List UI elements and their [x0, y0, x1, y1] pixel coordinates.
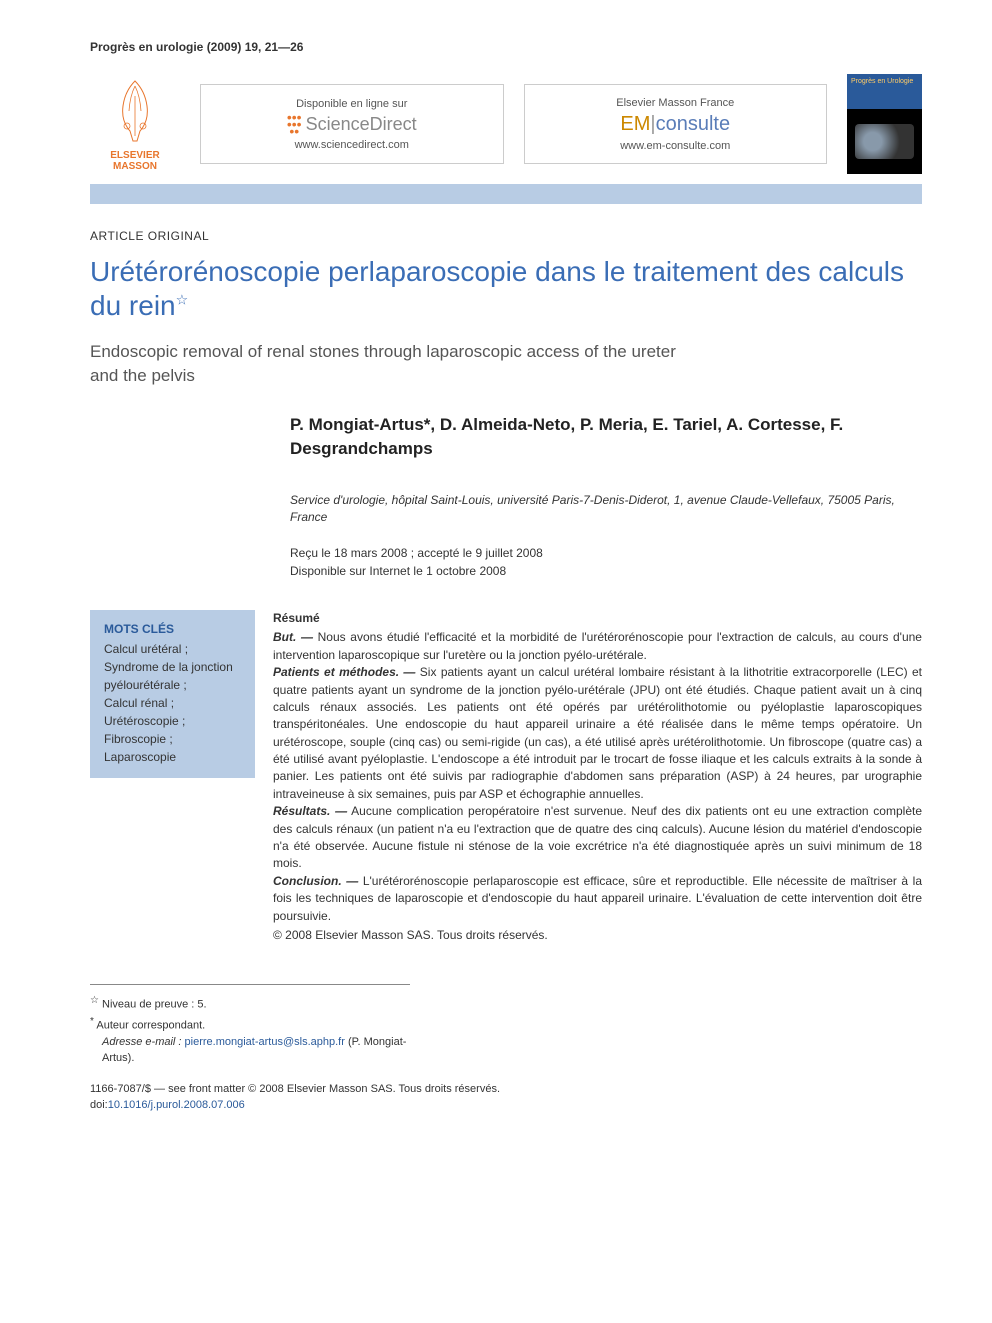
- sciencedirect-box: Disponible en ligne sur •••••••• Science…: [200, 84, 504, 164]
- email-label: Adresse e-mail :: [102, 1036, 181, 1048]
- sciencedirect-dots-icon: ••••••••: [287, 114, 302, 135]
- article-type: ARTICLE ORIGINAL: [90, 229, 922, 243]
- emconsulte-url[interactable]: www.em-consulte.com: [545, 140, 807, 152]
- abstract-patients: Patients et méthodes. — Six patients aya…: [273, 664, 922, 803]
- authors-list: P. Mongiat-Artus*, D. Almeida-Neto, P. M…: [290, 413, 922, 461]
- doi-link[interactable]: 10.1016/j.purol.2008.07.006: [108, 1099, 245, 1111]
- emconsulte-logo: EM|consulte: [545, 113, 807, 136]
- doi-line: doi:10.1016/j.purol.2008.07.006: [90, 1097, 922, 1114]
- consulte-text: consulte: [656, 113, 731, 135]
- journal-cover-title: Progrès en Urologie: [851, 78, 913, 86]
- keywords-list: Calcul urétéral ; Syndrome de la jonctio…: [104, 640, 241, 766]
- journal-cover-image: [855, 124, 914, 159]
- but-label: But. —: [273, 630, 313, 644]
- footnote-proof-level: ☆ Niveau de preuve : 5.: [90, 993, 410, 1013]
- patients-label: Patients et méthodes. —: [273, 665, 415, 679]
- footnote-corresponding-author: * Auteur correspondant.: [90, 1014, 410, 1034]
- abstract-copyright: © 2008 Elsevier Masson SAS. Tous droits …: [273, 927, 922, 944]
- abstract-heading: Résumé: [273, 610, 922, 627]
- patients-text: Six patients ayant un calcul urétéral lo…: [273, 665, 922, 801]
- affiliation: Service d'urologie, hôpital Saint-Louis,…: [290, 492, 922, 526]
- footnotes: ☆ Niveau de preuve : 5. * Auteur corresp…: [90, 984, 410, 1066]
- sciencedirect-logo: •••••••• ScienceDirect: [221, 114, 483, 135]
- emconsulte-box: Elsevier Masson France EM|consulte www.e…: [524, 84, 828, 164]
- abstract-but: But. — Nous avons étudié l'efficacité et…: [273, 629, 922, 664]
- keywords-heading: MOTS CLÉS: [104, 622, 241, 636]
- emconsulte-label: Elsevier Masson France: [545, 97, 807, 109]
- corresponding-email[interactable]: pierre.mongiat-artus@sls.aphp.fr: [185, 1036, 345, 1048]
- conclusion-label: Conclusion. —: [273, 874, 358, 888]
- article-dates: Reçu le 18 mars 2008 ; accepté le 9 juil…: [290, 544, 922, 580]
- abstract: Résumé But. — Nous avons étudié l'effica…: [273, 610, 922, 944]
- elsevier-name: ELSEVIER MASSON: [90, 150, 180, 172]
- doi-label: doi:: [90, 1099, 108, 1111]
- elsevier-tree-icon: [105, 76, 165, 146]
- abstract-conclusion: Conclusion. — L'urétérorénoscopie perlap…: [273, 873, 922, 925]
- resultats-label: Résultats. —: [273, 804, 347, 818]
- received-accepted-date: Reçu le 18 mars 2008 ; accepté le 9 juil…: [290, 544, 922, 562]
- article-title-french: Urétérorénoscopie perlaparoscopie dans l…: [90, 255, 922, 322]
- journal-reference: Progrès en urologie (2009) 19, 21—26: [90, 40, 922, 54]
- sciencedirect-name: ScienceDirect: [306, 114, 417, 135]
- conclusion-text: L'urétérorénoscopie perlaparoscopie est …: [273, 874, 922, 923]
- but-text: Nous avons étudié l'efficacité et la mor…: [273, 630, 922, 661]
- title-footnote-star: ☆: [176, 291, 189, 307]
- title-fr-text: Urétérorénoscopie perlaparoscopie dans l…: [90, 256, 904, 321]
- em-text: EM: [620, 113, 650, 135]
- header-divider-bar: [90, 184, 922, 204]
- footer-meta: 1166-7087/$ — see front matter © 2008 El…: [90, 1081, 922, 1114]
- content-row: MOTS CLÉS Calcul urétéral ; Syndrome de …: [90, 610, 922, 944]
- sciencedirect-url[interactable]: www.sciencedirect.com: [221, 139, 483, 151]
- elsevier-logo: ELSEVIER MASSON: [90, 76, 180, 172]
- online-date: Disponible sur Internet le 1 octobre 200…: [290, 562, 922, 580]
- journal-cover: Progrès en Urologie: [847, 74, 922, 174]
- keywords-box: MOTS CLÉS Calcul urétéral ; Syndrome de …: [90, 610, 255, 778]
- sciencedirect-label: Disponible en ligne sur: [221, 98, 483, 110]
- footnote-email: Adresse e-mail : pierre.mongiat-artus@sl…: [102, 1034, 410, 1067]
- article-title-english: Endoscopic removal of renal stones throu…: [90, 340, 690, 388]
- resultats-text: Aucune complication peropératoire n'est …: [273, 804, 922, 870]
- publisher-header: ELSEVIER MASSON Disponible en ligne sur …: [90, 74, 922, 174]
- issn-copyright: 1166-7087/$ — see front matter © 2008 El…: [90, 1081, 922, 1098]
- abstract-resultats: Résultats. — Aucune complication peropér…: [273, 803, 922, 873]
